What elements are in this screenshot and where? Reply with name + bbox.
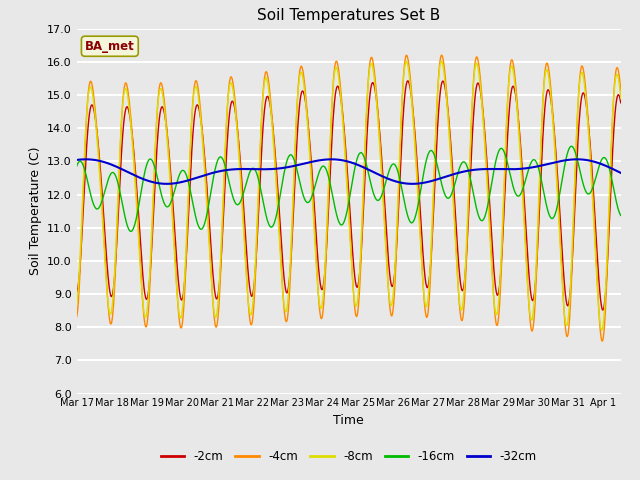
-4cm	[617, 88, 625, 94]
-2cm	[315, 268, 323, 274]
-32cm	[138, 176, 145, 181]
-16cm	[138, 187, 145, 193]
-16cm	[617, 213, 625, 218]
-16cm	[304, 200, 312, 205]
-4cm	[304, 115, 312, 120]
Line: -32cm: -32cm	[77, 159, 621, 184]
Title: Soil Temperatures Set B: Soil Temperatures Set B	[257, 9, 440, 24]
-32cm	[383, 176, 391, 181]
-8cm	[617, 96, 625, 102]
-32cm	[73, 157, 81, 163]
-2cm	[325, 203, 333, 208]
X-axis label: Time: Time	[333, 414, 364, 427]
-4cm	[598, 338, 606, 344]
-8cm	[315, 296, 323, 301]
-32cm	[115, 165, 123, 171]
-16cm	[127, 228, 134, 234]
-2cm	[599, 307, 607, 313]
-8cm	[325, 176, 333, 181]
-2cm	[73, 289, 81, 295]
-4cm	[325, 186, 333, 192]
-8cm	[115, 170, 123, 176]
-2cm	[304, 116, 312, 122]
-4cm	[115, 178, 123, 184]
-4cm	[315, 299, 323, 305]
-8cm	[137, 276, 145, 282]
-4cm	[383, 252, 390, 257]
-16cm	[115, 184, 123, 190]
-32cm	[326, 156, 333, 162]
Line: -8cm: -8cm	[77, 61, 621, 330]
-8cm	[383, 256, 390, 262]
-16cm	[73, 163, 81, 169]
-16cm	[316, 169, 323, 175]
-2cm	[383, 228, 390, 233]
-16cm	[568, 144, 575, 149]
Text: BA_met: BA_met	[85, 40, 134, 53]
-16cm	[325, 176, 333, 181]
Legend: -2cm, -4cm, -8cm, -16cm, -32cm: -2cm, -4cm, -8cm, -16cm, -32cm	[156, 445, 541, 468]
-32cm	[82, 156, 90, 162]
-4cm	[137, 272, 145, 278]
-4cm	[438, 52, 445, 58]
-2cm	[115, 199, 123, 204]
-32cm	[305, 160, 312, 166]
-32cm	[316, 157, 323, 163]
-16cm	[383, 176, 390, 181]
-4cm	[73, 314, 81, 320]
Line: -4cm: -4cm	[77, 55, 621, 341]
-8cm	[304, 123, 312, 129]
Line: -16cm: -16cm	[77, 146, 621, 231]
-32cm	[617, 170, 625, 176]
Y-axis label: Soil Temperature (C): Soil Temperature (C)	[29, 147, 42, 276]
-32cm	[163, 181, 171, 187]
-2cm	[404, 78, 412, 84]
-8cm	[73, 301, 81, 307]
-2cm	[617, 100, 625, 106]
-8cm	[438, 59, 445, 64]
Line: -2cm: -2cm	[77, 81, 621, 310]
-8cm	[598, 327, 605, 333]
-2cm	[137, 249, 145, 254]
